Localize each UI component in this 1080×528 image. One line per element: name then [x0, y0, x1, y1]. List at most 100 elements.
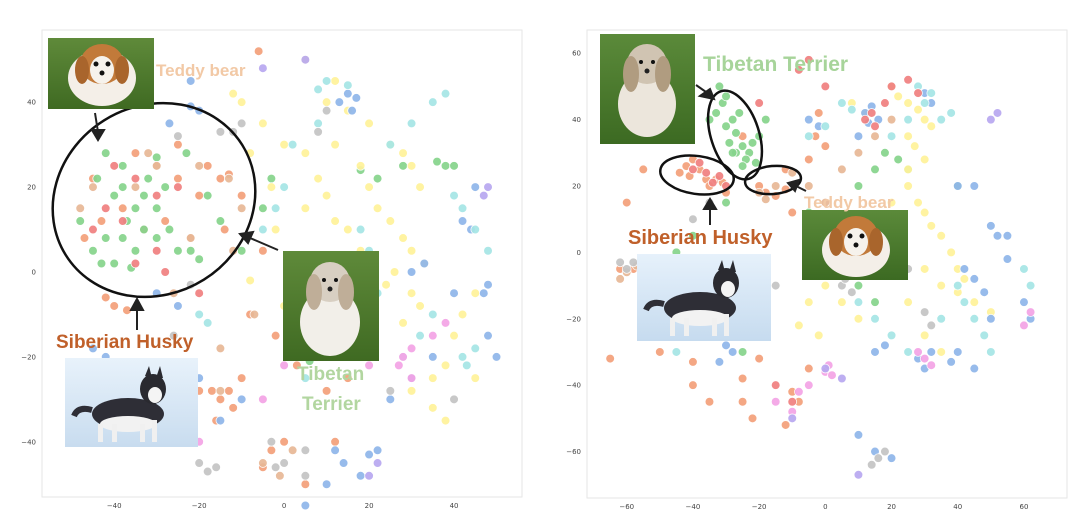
scatter-point-pink [926, 360, 937, 371]
scatter-point-red [886, 81, 897, 92]
scatter-point-teddy [615, 274, 625, 284]
scatter-point-cyan [913, 81, 923, 92]
label-tibetan-terrier: Tibetan Terrier [297, 364, 364, 415]
scatter-point-red [88, 224, 98, 235]
scatter-point-cyan [969, 313, 980, 324]
scatter-point-terrier [704, 114, 715, 125]
scatter-point-cyan [194, 309, 204, 320]
scatter-point-red [794, 65, 804, 75]
scatter-point-red [194, 288, 204, 299]
scatter-point-terrier [92, 173, 103, 184]
scatter-point-yellow [406, 161, 417, 171]
scatter-point-red [707, 177, 718, 188]
scatter-point-husky [130, 148, 141, 158]
scatter-point-grey [266, 437, 277, 447]
scatter-point-yellow [837, 297, 847, 307]
scatter-point-husky [236, 190, 247, 201]
scatter-point-blue [338, 458, 349, 468]
scatter-point-husky [754, 181, 764, 191]
label-siberian-husky: Siberian Husky [628, 227, 773, 249]
scatter-point-husky [760, 187, 771, 198]
scatter-point-blue [470, 182, 481, 192]
scatter-point-husky [770, 191, 781, 201]
scatter-point-pink [1025, 307, 1036, 317]
scatter-point-cyan [926, 88, 937, 98]
scatter-point-cyan [946, 108, 956, 118]
scatter-point-red [694, 157, 705, 168]
tibetan-terrier-photo [600, 34, 695, 144]
scatter-point-terrier [737, 141, 748, 151]
scatter-point-husky [704, 396, 715, 407]
scatter-point-husky [615, 264, 625, 274]
scatter-point-terrier [372, 173, 383, 184]
scatter-point-pink [258, 394, 268, 405]
scatter-point-yellow [372, 203, 383, 214]
scatter-point-terrier [741, 154, 751, 165]
scatter-point-husky [681, 161, 692, 171]
scatter-point-yellow [398, 148, 408, 158]
scatter-point-yellow [903, 98, 913, 108]
scatter-point-husky [754, 353, 764, 364]
scatter-point-blue [334, 97, 345, 107]
scatter-point-yellow [330, 76, 340, 86]
scatter-point-husky [117, 203, 128, 214]
scatter-point-cyan [270, 203, 281, 214]
scatter-point-husky [813, 108, 824, 118]
x-tick-label: −40 [107, 502, 122, 510]
scatter-point-yellow [415, 301, 425, 311]
scatter-point-yellow [886, 81, 897, 92]
scatter-point-yellow [870, 214, 880, 224]
scatter-point-purple [853, 469, 864, 480]
scatter-point-terrier [109, 190, 120, 201]
scatter-point-yellow [893, 91, 903, 102]
scatter-point-pink [427, 330, 438, 341]
scatter-point-blue [88, 343, 98, 354]
scatter-point-husky [96, 216, 107, 226]
scatter-point-terrier [194, 254, 204, 265]
scatter-point-grey [621, 264, 632, 274]
scatter-point-yellow [886, 264, 897, 274]
scatter-point-terrier [181, 148, 192, 158]
scatter-point-cyan [959, 297, 970, 307]
scatter-point-purple [478, 190, 489, 201]
scatter-point-grey [754, 297, 764, 307]
scatter-point-pink [398, 352, 408, 362]
x-tick-label: 60 [1020, 503, 1029, 511]
scatter-point-grey [837, 280, 847, 291]
scatter-point-cyan [343, 80, 353, 90]
scatter-point-red [714, 171, 725, 181]
scatter-point-cyan [440, 88, 451, 99]
scatter-point-cyan [870, 313, 880, 324]
scatter-point-blue [714, 357, 725, 367]
scatter-point-terrier [185, 245, 196, 256]
scatter-point-pink [827, 370, 837, 380]
scatter-point-blue [321, 479, 332, 490]
scatter-point-pink [919, 353, 930, 364]
scatter-point-teddy [185, 233, 196, 243]
scatter-point-blue [952, 181, 963, 191]
scatter-point-pink [770, 396, 781, 407]
scatter-point-terrier [727, 148, 738, 158]
scatter-point-yellow [909, 141, 920, 151]
scatter-point-blue [372, 445, 383, 456]
x-tick-label: 20 [887, 503, 896, 511]
scatter-point-blue [347, 105, 357, 116]
scatter-point-cyan [385, 139, 396, 150]
scatter-point-yellow [364, 182, 374, 192]
scatter-point-pink [823, 360, 834, 371]
scatter-point-pink [406, 373, 417, 383]
scatter-point-teddy [224, 173, 234, 184]
scatter-point-grey [300, 445, 311, 456]
scatter-point-grey [300, 470, 311, 481]
scatter-point-yellow [266, 182, 277, 192]
scatter-point-grey [847, 287, 857, 298]
scatter-point-terrier [853, 280, 864, 291]
y-tick-label: −20 [21, 353, 36, 361]
scatter-point-blue [330, 445, 340, 456]
scatter-point-teddy [236, 203, 247, 214]
scatter-point-terrier [880, 148, 890, 158]
scatter-point-husky [79, 233, 90, 243]
scatter-point-yellow [913, 197, 923, 208]
scatter-point-blue [946, 357, 956, 367]
scatter-point-terrier [215, 216, 226, 226]
